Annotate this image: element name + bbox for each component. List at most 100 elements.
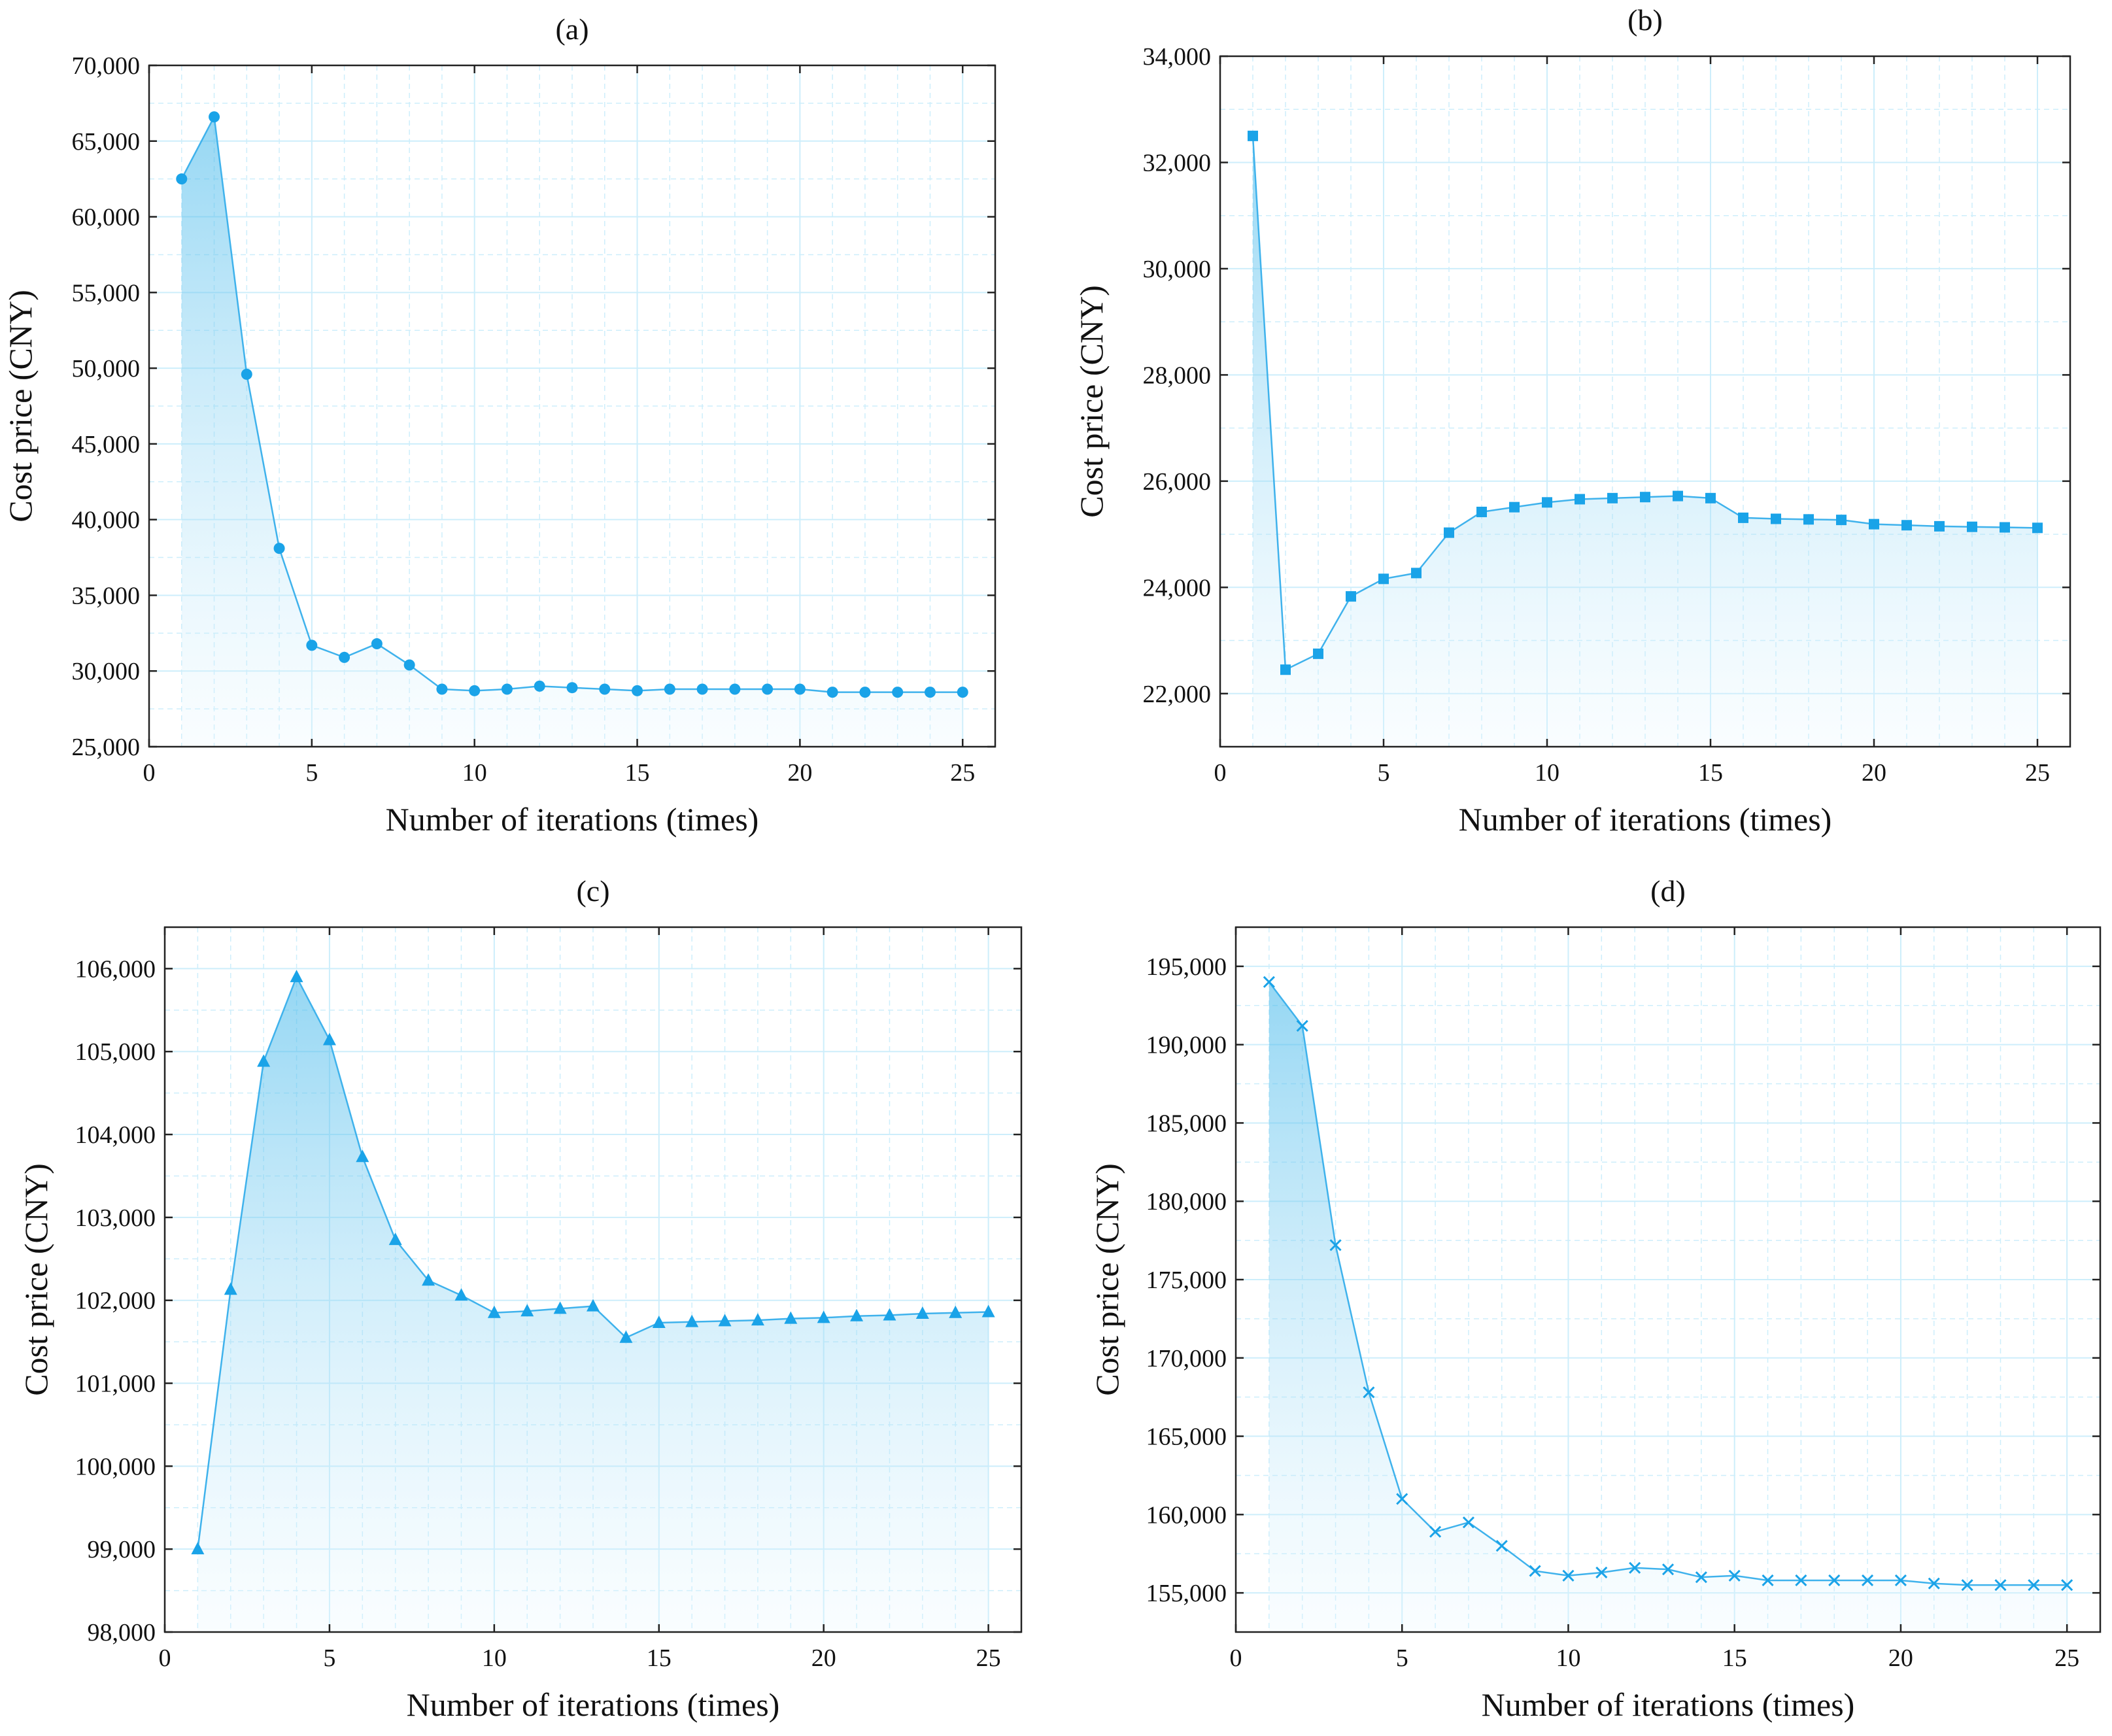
x-axis-d: 0 5 10 15 20 25 [1230, 927, 2079, 1672]
x-tick-label: 20 [811, 1644, 836, 1672]
data-point-23 [915, 1306, 929, 1319]
data-point-17 [1771, 513, 1781, 524]
data-point-23 [1994, 1579, 2007, 1591]
data-point-10 [487, 1305, 501, 1318]
series-area-a [181, 116, 963, 747]
data-point-12 [534, 680, 545, 692]
data-point-13 [566, 682, 578, 694]
data-point-6 [339, 651, 350, 663]
data-point-7 [371, 638, 383, 650]
data-point-2 [224, 1282, 237, 1295]
y-tick-label: 30,000 [1143, 256, 1212, 283]
data-point-5 [306, 639, 318, 651]
data-point-17 [696, 683, 708, 695]
panel-title: (d) [1650, 874, 1686, 908]
y-tick-label: 106,000 [75, 955, 156, 983]
data-point-23 [1967, 521, 1977, 532]
data-point-21 [1928, 1577, 1940, 1590]
x-tick-label: 5 [305, 759, 318, 787]
x-tick-label: 20 [787, 759, 812, 787]
data-point-14 [619, 1330, 633, 1343]
x-tick-label: 25 [2025, 759, 2050, 787]
y-tick-label: 70,000 [72, 52, 141, 80]
data-point-23 [892, 687, 904, 698]
x-axis-a: 0 5 10 15 20 25 [143, 65, 975, 787]
data-point-11 [520, 1304, 534, 1317]
x-tick-label: 10 [1556, 1644, 1580, 1672]
y-tick-label: 185,000 [1146, 1110, 1227, 1137]
data-point-4 [1346, 591, 1356, 602]
y-tick-label: 32,000 [1143, 149, 1212, 177]
data-point-20 [817, 1310, 830, 1323]
data-point-17 [718, 1314, 732, 1327]
y-tick-label: 105,000 [75, 1038, 156, 1066]
x-tick-label: 20 [1888, 1644, 1913, 1672]
x-tick-label: 25 [2054, 1644, 2079, 1672]
data-point-19 [1862, 1574, 1874, 1587]
x-axis-label: Number of iterations (times) [407, 1686, 780, 1723]
data-point-10 [1562, 1569, 1575, 1582]
x-tick-label: 0 [1214, 759, 1227, 787]
x-tick-label: 25 [976, 1644, 1001, 1672]
x-tick-label: 5 [323, 1644, 335, 1672]
x-tick-label: 10 [482, 1644, 507, 1672]
y-tick-label: 24,000 [1143, 574, 1212, 602]
x-tick-label: 25 [950, 759, 975, 787]
data-point-24 [924, 687, 936, 698]
data-point-25 [2032, 522, 2043, 534]
data-point-22 [1961, 1579, 1973, 1591]
data-point-12 [1607, 492, 1618, 503]
data-point-18 [729, 683, 741, 695]
data-points-c [191, 970, 995, 1555]
data-point-9 [454, 1288, 468, 1301]
y-tick-label: 99,000 [88, 1536, 156, 1563]
data-point-4 [1363, 1386, 1375, 1399]
data-points-a [176, 111, 968, 698]
data-point-21 [850, 1308, 864, 1321]
data-point-1 [1263, 976, 1275, 988]
series-area-d [1269, 981, 2068, 1632]
series-area-b [1253, 135, 2037, 747]
y-axis-b: 22,000 24,000 26,000 28,000 30,000 32,000 34,0… [1143, 43, 2070, 708]
y-axis-label: Cost price (CNY) [1073, 285, 1110, 518]
data-point-24 [2028, 1579, 2040, 1591]
x-tick-label: 5 [1378, 759, 1390, 787]
chart-panel-a: 0 5 10 15 20 25 25,000 30,000 35,000 40,000 45,000… [2, 12, 996, 838]
series-area-c [197, 977, 989, 1632]
data-point-14 [1695, 1571, 1707, 1584]
y-tick-label: 22,000 [1143, 681, 1212, 708]
data-point-14 [1673, 490, 1683, 502]
data-point-16 [1762, 1574, 1774, 1587]
y-tick-label: 25,000 [72, 734, 141, 761]
data-point-12 [1629, 1561, 1641, 1574]
plot-frame-c [163, 926, 1023, 1633]
y-tick-label: 50,000 [72, 355, 141, 383]
data-point-10 [469, 685, 481, 696]
data-point-7 [1444, 527, 1454, 538]
data-point-6 [1429, 1525, 1442, 1538]
x-tick-label: 0 [143, 759, 156, 787]
x-tick-label: 15 [625, 759, 650, 787]
data-point-8 [422, 1273, 435, 1286]
data-point-16 [1738, 512, 1748, 523]
y-tick-label: 55,000 [72, 279, 141, 307]
data-point-16 [664, 683, 675, 695]
data-point-9 [1509, 502, 1520, 513]
y-tick-label: 65,000 [72, 128, 141, 156]
y-tick-label: 195,000 [1146, 953, 1227, 981]
y-axis-label: Cost price (CNY) [2, 290, 39, 522]
data-point-24 [2000, 522, 2010, 533]
y-tick-label: 160,000 [1146, 1501, 1227, 1529]
y-axis-a: 25,000 30,000 35,000 40,000 45,000 50,000 55,0… [72, 52, 995, 761]
y-tick-label: 30,000 [72, 658, 141, 685]
panel-title: (a) [555, 12, 588, 46]
data-point-13 [587, 1299, 600, 1312]
y-tick-label: 35,000 [72, 582, 141, 609]
data-point-20 [1869, 519, 1879, 530]
data-point-25 [981, 1304, 995, 1318]
data-point-19 [1836, 515, 1847, 526]
data-point-2 [1296, 1019, 1308, 1032]
y-tick-label: 100,000 [75, 1453, 156, 1480]
data-point-6 [1411, 568, 1422, 579]
data-point-17 [1795, 1574, 1807, 1587]
